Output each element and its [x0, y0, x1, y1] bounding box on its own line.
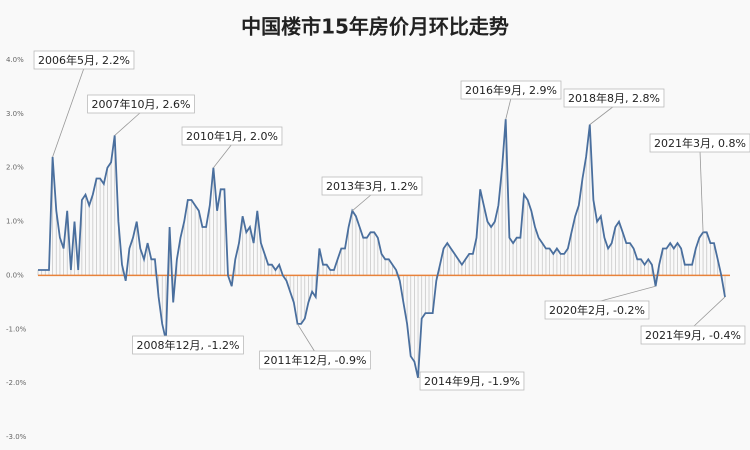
annotation-box [259, 350, 371, 370]
annotation: 2018年8月, 2.8% [568, 91, 660, 105]
annotation-leader [213, 143, 233, 168]
y-tick-label: 3.0% [6, 110, 24, 118]
annotation: 2007年10月, 2.6% [92, 97, 191, 111]
annotation: 2020年2月, -0.2% [549, 303, 645, 317]
y-tick-label: 2.0% [6, 164, 24, 172]
annotation-leader [699, 150, 704, 233]
chart-title: 中国楼市15年房价月环比走势 [241, 15, 509, 39]
y-tick-label: -2.0% [6, 379, 27, 387]
annotation-box [460, 80, 562, 100]
annotation: 2013年3月, 1.2% [326, 179, 418, 193]
annotation-leader [692, 296, 726, 328]
annotation: 2014年9月, -1.9% [424, 374, 520, 388]
annotation-box [563, 88, 665, 108]
annotation-leader [114, 111, 142, 136]
annotation: 2016年9月, 2.9% [465, 83, 557, 97]
annotation-box [640, 325, 746, 345]
annotation: 2011年12月, -0.9% [264, 353, 367, 367]
y-tick-label: 1.0% [6, 218, 24, 226]
annotation-box [87, 94, 195, 114]
annotation-box [181, 126, 283, 146]
annotation: 2008年12月, -1.2% [137, 338, 240, 352]
annotation-box [321, 176, 423, 196]
annotation-leader [297, 323, 316, 353]
annotation: 2006年5月, 2.2% [38, 53, 130, 67]
y-tick-label: -3.0% [6, 433, 27, 441]
annotation-leader [589, 105, 615, 125]
annotation: 2021年3月, 0.8% [654, 136, 746, 150]
annotation-leader [352, 193, 373, 212]
y-tick-label: 0.0% [6, 271, 24, 279]
y-tick-label: -1.0% [6, 325, 27, 333]
annotation-box [132, 335, 244, 355]
data-line [38, 119, 726, 378]
y-tick-label: 4.0% [6, 56, 24, 64]
annotation-box [419, 371, 525, 391]
annotation-leader [505, 97, 512, 120]
annotation-box [544, 300, 650, 320]
annotation: 2010年1月, 2.0% [186, 129, 278, 143]
annotation-box [33, 50, 135, 70]
annotation: 2021年9月, -0.4% [645, 328, 741, 342]
annotation-leader [52, 67, 85, 158]
annotation-leader [596, 285, 656, 303]
